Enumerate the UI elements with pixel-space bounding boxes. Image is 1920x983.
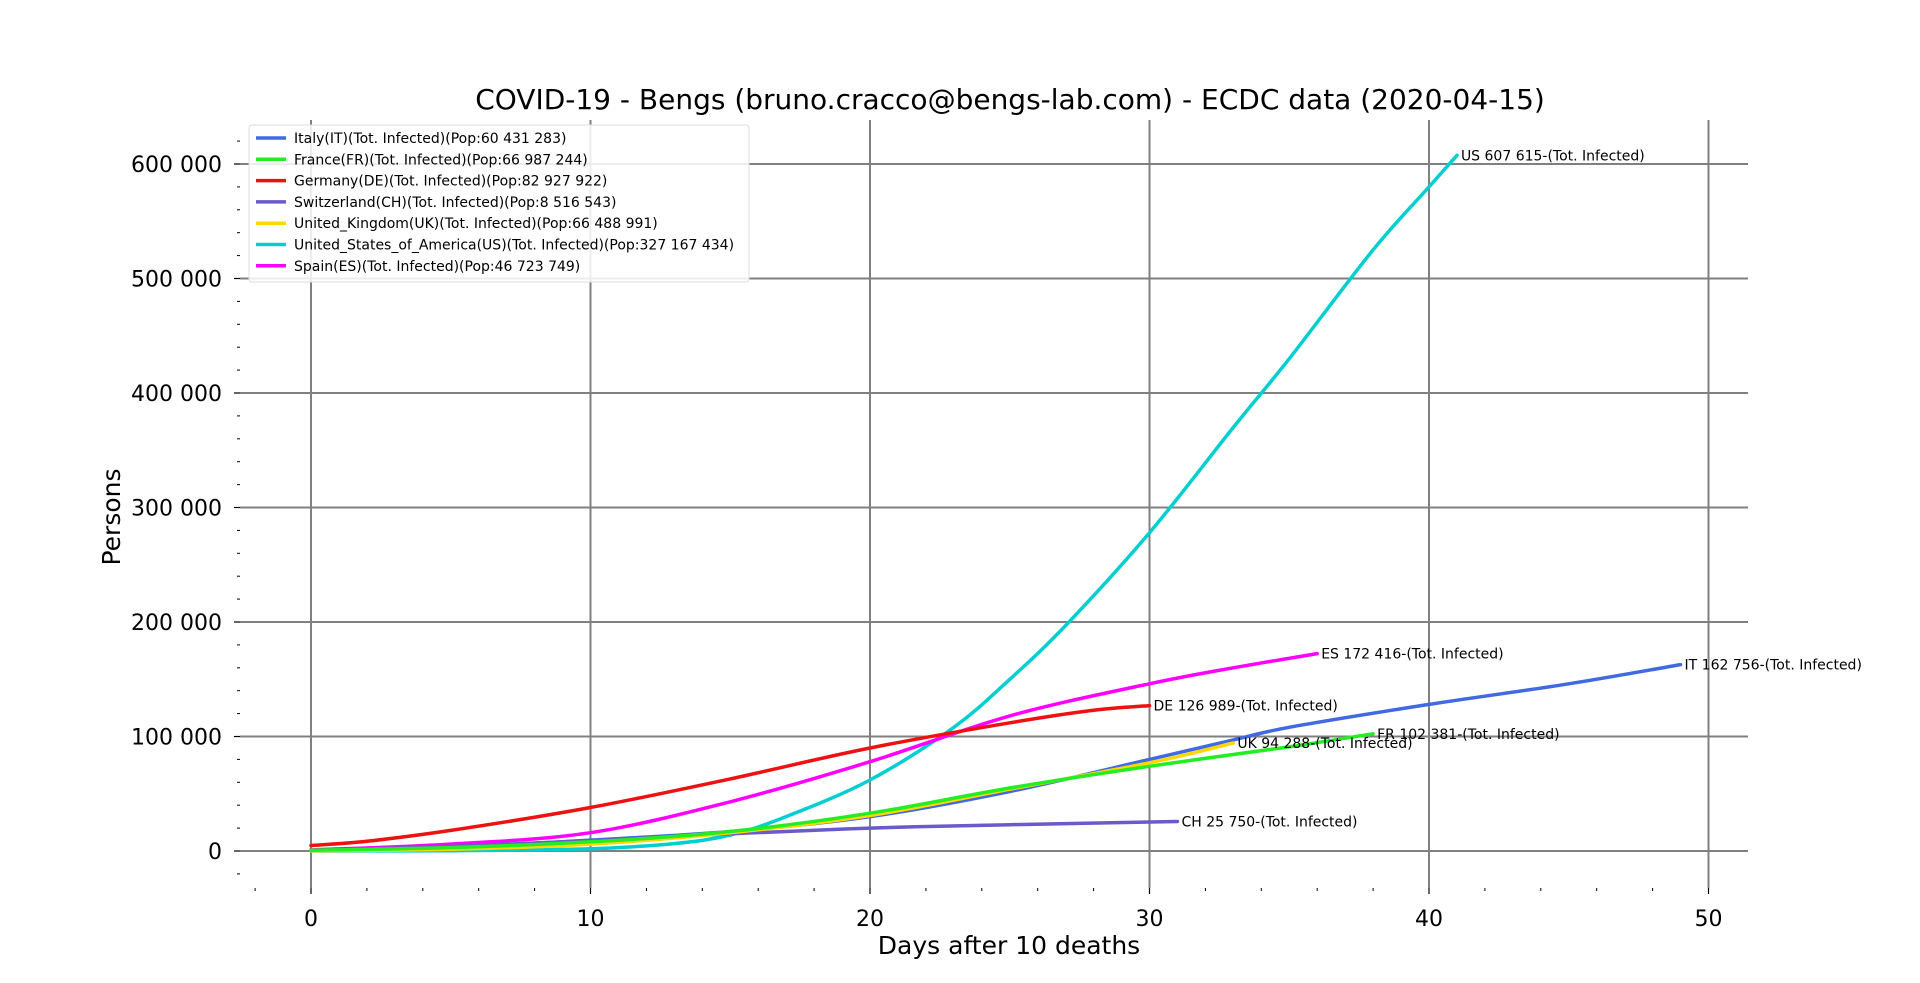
y-tick-label: 200 000 [131,611,222,636]
x-tick-label: 30 [1136,907,1164,932]
series-end-label: FR 102 381-(Tot. Infected) [1377,727,1559,743]
series-end-label: UK 94 288-(Tot. Infected) [1237,736,1412,752]
legend-label: Italy(IT)(Tot. Infected)(Pop:60 431 283) [294,131,566,147]
axis-ticks: 0 10 20 30 40 50 0 100 000 200 000 300 000 400 000… [131,153,1722,932]
legend: Italy(IT)(Tot. Infected)(Pop:60 431 283)… [248,124,750,283]
series-line [309,651,1319,852]
legend-label: United_States_of_America(US)(Tot. Infect… [294,238,734,254]
legend-label: Spain(ES)(Tot. Infected)(Pop:46 723 749) [294,259,580,275]
series-line [309,153,1459,853]
x-tick-label: 10 [577,907,605,932]
series-line [309,819,1180,853]
y-tick-label: 300 000 [131,497,222,522]
chart-title: COVID-19 - Bengs (bruno.cracco@bengs-lab… [475,83,1545,116]
series-end-label: CH 25 750-(Tot. Infected) [1181,815,1357,831]
y-tick-label: 100 000 [131,726,222,751]
legend-frame [248,124,750,283]
y-axis-label: Persons [97,468,126,565]
series-line [309,732,1375,852]
x-tick-label: 50 [1695,907,1723,932]
series-end-label: US 607 615-(Tot. Infected) [1461,148,1645,164]
x-tick-label: 20 [856,907,884,932]
minor-ticks [237,140,1654,891]
series-end-label: IT 162 756-(Tot. Infected) [1685,658,1862,674]
x-tick-label: 0 [304,907,318,932]
legend-label: France(FR)(Tot. Infected)(Pop:66 987 244… [294,152,588,168]
y-tick-label: 600 000 [131,153,222,178]
x-axis-label: Days after 10 deaths [878,931,1140,960]
series-end-label: ES 172 416-(Tot. Infected) [1321,647,1503,663]
series-lines [309,153,1683,853]
y-tick-label: 500 000 [131,268,222,293]
x-tick-label: 40 [1415,907,1443,932]
series-line [309,741,1236,853]
series-line [309,703,1152,848]
legend-label: Germany(DE)(Tot. Infected)(Pop:82 927 92… [294,174,607,190]
legend-label: Switzerland(CH)(Tot. Infected)(Pop:8 516… [294,195,616,211]
y-tick-label: 400 000 [131,382,222,407]
series-end-label: DE 126 989-(Tot. Infected) [1154,699,1338,715]
legend-label: United_Kingdom(UK)(Tot. Infected)(Pop:66… [294,216,658,232]
series-end-labels: IT 162 756-(Tot. Infected) FR 102 381-(To… [1154,148,1862,830]
y-tick-label: 0 [208,840,222,865]
